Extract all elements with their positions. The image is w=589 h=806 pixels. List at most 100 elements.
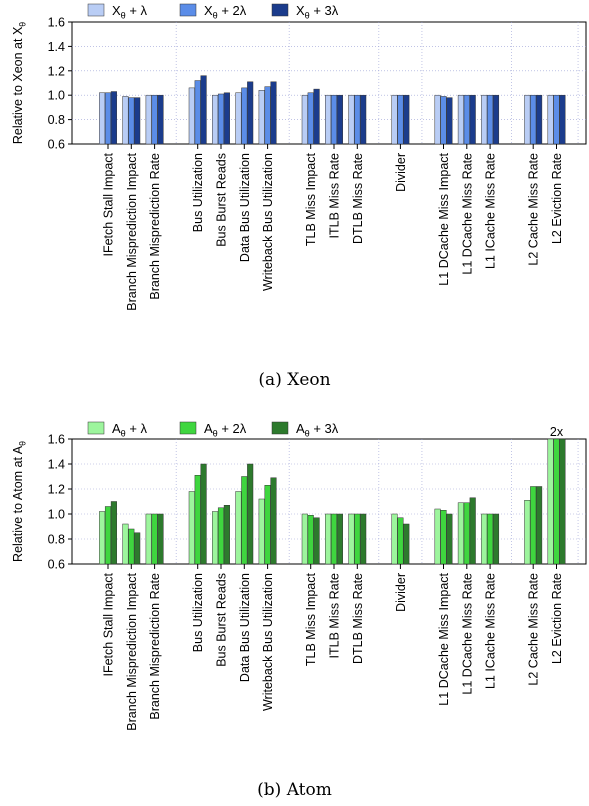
bar-itlb-miss-rate-s2: [330, 94, 338, 145]
bar-writeback-bus-utilization-s1: [258, 90, 265, 145]
bar-divider-s3: [403, 94, 410, 145]
legend-swatch-s1: [87, 3, 105, 17]
x-label-branch-misprediction-rate: Branch Misprediction Rate: [148, 153, 162, 300]
x-label-l2-cache-miss-rate: L2 Cache Miss Rate: [527, 573, 541, 686]
bar-branch-misprediction-rate-s1: [145, 513, 152, 565]
y-tick-label: 1.0: [48, 89, 65, 103]
caption-atom: (b) Atom: [257, 780, 332, 800]
bar-dtlb-miss-rate-s2: [354, 513, 361, 565]
bar-data-bus-utilization-s3: [247, 81, 254, 145]
bar-l1-dcache-miss-impact-s2: [440, 96, 447, 145]
legend-swatch-s3: [271, 3, 289, 17]
x-label-l1-icache-miss-rate: L1 ICache Miss Rate: [484, 153, 498, 269]
bar-writeback-bus-utilization-s2: [264, 485, 271, 565]
bar-dtlb-miss-rate-s3: [360, 513, 367, 565]
bar-writeback-bus-utilization-s2: [264, 86, 271, 145]
legend-label-s2: Aθ + 2λ: [204, 421, 247, 439]
bar-l1-icache-miss-rate-s3: [492, 513, 500, 565]
bar-divider-s3: [403, 523, 410, 565]
bar-tlb-miss-impact-s2: [307, 515, 314, 565]
y-tick-label: 0.6: [48, 138, 65, 152]
bar-divider-s2: [397, 517, 404, 565]
x-label-l2-eviction-rate: L2 Eviction Rate: [550, 153, 564, 244]
bar-ifetch-stall-impact-s2: [104, 92, 112, 145]
y-tick-label: 1.4: [48, 458, 65, 472]
bar-dtlb-miss-rate-s3: [360, 94, 367, 145]
bar-bus-utilization-s3: [200, 463, 207, 565]
bar-tlb-miss-impact-s2: [307, 92, 314, 145]
y-tick-label: 1.4: [48, 40, 65, 54]
x-label-ifetch-stall-impact: IFetch Stall Impact: [102, 152, 116, 256]
bar-l1-icache-miss-rate-s3: [492, 94, 500, 145]
bar-bus-utilization-s1: [188, 491, 195, 565]
bar-bus-utilization-s1: [188, 87, 195, 145]
x-label-tlb-miss-impact: TLB Miss Impact: [304, 152, 318, 246]
bar-bus-burst-reads-s3: [223, 92, 230, 145]
bar-branch-misprediction-impact-s2: [128, 97, 135, 145]
x-label-l2-cache-miss-rate: L2 Cache Miss Rate: [527, 153, 541, 266]
x-label-data-bus-utilization: Data Bus Utilization: [238, 153, 252, 262]
bar-branch-misprediction-rate-s3: [157, 94, 164, 145]
bar-data-bus-utilization-s1: [235, 92, 242, 145]
bar-branch-misprediction-impact-s3: [134, 532, 141, 565]
bar-bus-utilization-s3: [200, 75, 207, 145]
bar-bus-burst-reads-s1: [212, 511, 219, 565]
bar-dtlb-miss-rate-s2: [354, 94, 361, 145]
bar-l1-icache-miss-rate-s1: [481, 94, 488, 145]
y-tick-label: 1.2: [48, 483, 65, 497]
bar-l1-dcache-miss-impact-s1: [434, 94, 441, 145]
bar-l2-cache-miss-rate-s1: [524, 500, 531, 565]
bar-l1-dcache-miss-rate-s3: [469, 497, 476, 565]
caption-xeon: (a) Xeon: [258, 370, 331, 390]
x-label-l1-dcache-miss-rate: L1 DCache Miss Rate: [460, 153, 474, 275]
x-label-l1-dcache-miss-rate: L1 DCache Miss Rate: [460, 573, 474, 695]
x-label-divider: Divider: [394, 573, 408, 612]
bar-ifetch-stall-impact-s3: [110, 501, 117, 565]
y-axis-label: Relative to Atom at Aθ: [11, 441, 28, 562]
annotation-2x: 2x: [550, 425, 564, 439]
x-label-branch-misprediction-impact: Branch Misprediction Impact: [125, 152, 139, 310]
bar-bus-utilization-s2: [194, 80, 201, 145]
x-label-ifetch-stall-impact: IFetch Stall Impact: [102, 572, 116, 676]
x-label-branch-misprediction-impact: Branch Misprediction Impact: [125, 572, 139, 730]
bar-l2-cache-miss-rate-s3: [536, 94, 543, 145]
bar-l1-dcache-miss-rate-s1: [457, 502, 464, 565]
bar-bus-burst-reads-s3: [223, 505, 230, 565]
x-label-l2-eviction-rate: L2 Eviction Rate: [550, 573, 564, 664]
y-tick-label: 0.8: [48, 113, 65, 127]
bar-divider-s2: [397, 94, 404, 145]
bar-bus-burst-reads-s2: [217, 93, 225, 145]
bar-l2-cache-miss-rate-s3: [536, 486, 543, 565]
legend-swatch-s3: [271, 421, 289, 435]
y-axis-label: Relative to Xeon at Xθ: [11, 22, 28, 144]
legend-label-s3: Aθ + 3λ: [296, 421, 339, 439]
bar-ifetch-stall-impact-s3: [110, 91, 117, 145]
bar-l1-dcache-miss-rate-s1: [457, 94, 464, 145]
bar-tlb-miss-impact-s1: [301, 513, 308, 565]
bar-branch-misprediction-rate-s2: [151, 94, 158, 145]
bar-data-bus-utilization-s3: [247, 463, 254, 565]
bar-l1-dcache-miss-impact-s3: [446, 513, 453, 565]
x-label-itlb-miss-rate: ITLB Miss Rate: [328, 573, 342, 658]
bar-tlb-miss-impact-s3: [313, 88, 320, 145]
legend-label-s1: Xθ + λ: [112, 3, 148, 21]
x-label-tlb-miss-impact: TLB Miss Impact: [304, 572, 318, 666]
bar-ifetch-stall-impact-s2: [104, 506, 112, 565]
bar-l2-eviction-rate-s3: [559, 94, 566, 145]
bar-l1-dcache-miss-rate-s2: [463, 94, 470, 145]
legend-swatch-s2: [179, 421, 197, 435]
bar-branch-misprediction-impact-s3: [134, 97, 141, 145]
bar-writeback-bus-utilization-s1: [258, 498, 265, 565]
x-label-itlb-miss-rate: ITLB Miss Rate: [328, 153, 342, 238]
bar-ifetch-stall-impact-s1: [99, 511, 106, 565]
y-tick-label: 1.2: [48, 64, 65, 78]
bar-l2-eviction-rate-s1: [547, 438, 554, 565]
x-label-dtlb-miss-rate: DTLB Miss Rate: [351, 153, 365, 244]
bar-itlb-miss-rate-s3: [336, 94, 343, 145]
bar-l2-eviction-rate-s3: [559, 438, 566, 565]
bar-bus-utilization-s2: [194, 475, 201, 565]
bar-l2-cache-miss-rate-s1: [524, 94, 531, 145]
legend-label-s3: Xθ + 3λ: [296, 3, 339, 21]
bar-l1-icache-miss-rate-s2: [487, 94, 494, 145]
bar-bus-burst-reads-s2: [217, 507, 225, 565]
